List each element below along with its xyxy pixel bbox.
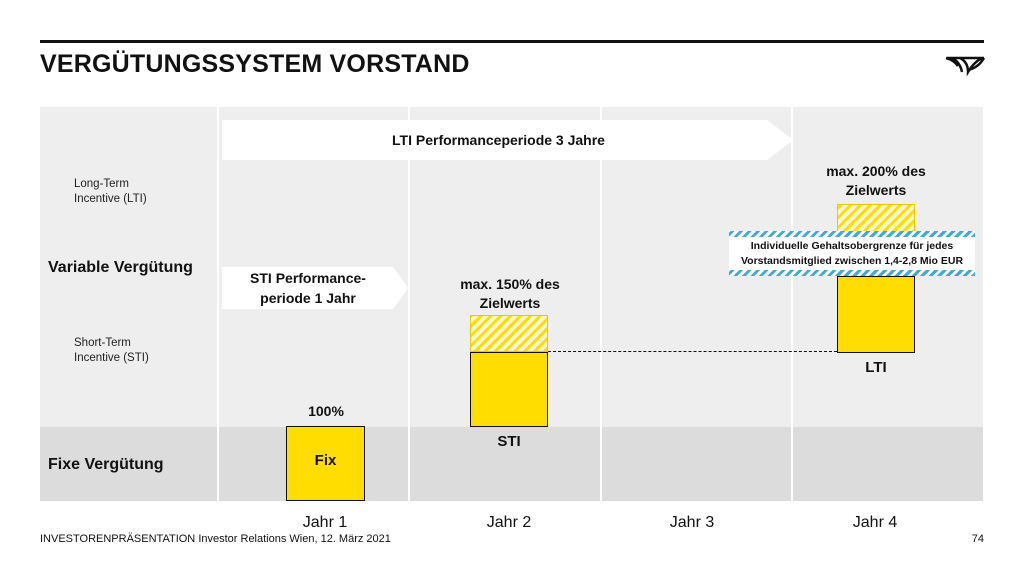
cap-stripe-top — [729, 231, 975, 237]
sti-performance-period-arrow: STI Performance- periode 1 Jahr — [222, 267, 408, 309]
year-label-4: Jahr 4 — [852, 514, 898, 531]
lti-max-label: max. 200% des Zielwerts — [806, 162, 946, 200]
lti-max-label-line2: Zielwerts — [845, 182, 907, 198]
fix-bar-label: Fix — [314, 452, 337, 469]
salary-cap-note: Individuelle Gehaltsobergrenze für jedes… — [729, 231, 975, 276]
title-rule — [40, 40, 984, 43]
lti-row-label-line2: Incentive (LTI) — [74, 193, 147, 205]
sti-row-label-line1: Short-Term — [74, 337, 131, 349]
sti-row-label: Short-Term Incentive (STI) — [74, 336, 149, 366]
lti-max-hatched-bar — [837, 204, 915, 234]
sti-max-label: max. 150% des Zielwerts — [440, 275, 580, 313]
lti-row-label-line1: Long-Term — [74, 178, 129, 190]
salary-cap-note-line1: Individuelle Gehaltsobergrenze für jedes — [750, 239, 954, 252]
sti-row-label-line2: Incentive (STI) — [74, 352, 149, 364]
year-label-1: Jahr 1 — [302, 514, 348, 531]
column-divider — [791, 107, 793, 501]
year-label-3: Jahr 3 — [669, 514, 715, 531]
year-label-2: Jahr 2 — [486, 514, 532, 531]
fixed-compensation-band — [40, 427, 983, 501]
lti-bar — [837, 276, 915, 353]
sti-max-label-line1: max. 150% des — [460, 276, 560, 292]
sti-performance-period-line2: periode 1 Jahr — [260, 290, 356, 306]
sti-max-label-line2: Zielwerts — [479, 295, 541, 311]
footer-info: Investor Relations Wien, 12. März 2021 — [198, 533, 391, 545]
page-title: VERGÜTUNGSSYSTEM VORSTAND — [40, 50, 470, 78]
cap-stripe-bottom — [729, 270, 975, 276]
footer-presentation: INVESTORENPRÄSENTATION — [40, 533, 196, 545]
sti-lti-dashed-connector — [548, 351, 837, 352]
lti-bar-label: LTI — [865, 359, 887, 376]
lti-performance-period-text: LTI Performanceperiode 3 Jahre — [392, 132, 605, 148]
lti-row-label: Long-Term Incentive (LTI) — [74, 177, 147, 207]
salary-cap-note-line2: Vorstandsmitglied zwischen 1,4-2,8 Mio E… — [740, 254, 964, 267]
lti-max-label-line1: max. 200% des — [826, 163, 926, 179]
sti-max-hatched-bar — [470, 315, 548, 352]
fix-percentage-label: 100% — [308, 403, 344, 419]
column-divider — [408, 107, 410, 501]
compensation-diagram — [40, 107, 983, 501]
column-divider — [217, 107, 219, 501]
variable-compensation-label: Variable Vergütung — [48, 259, 193, 276]
column-divider — [600, 107, 602, 501]
sti-bar-label: STI — [497, 433, 521, 450]
sti-performance-period-line1: STI Performance- — [250, 270, 366, 286]
footer: INVESTORENPRÄSENTATION Investor Relation… — [40, 533, 391, 545]
fix-bar — [286, 426, 365, 501]
post-horn-logo-icon — [945, 56, 986, 77]
page-number: 74 — [971, 533, 984, 545]
fixed-compensation-label: Fixe Vergütung — [48, 456, 164, 473]
lti-performance-period-arrow: LTI Performanceperiode 3 Jahre — [222, 120, 793, 160]
sti-bar — [470, 352, 548, 427]
